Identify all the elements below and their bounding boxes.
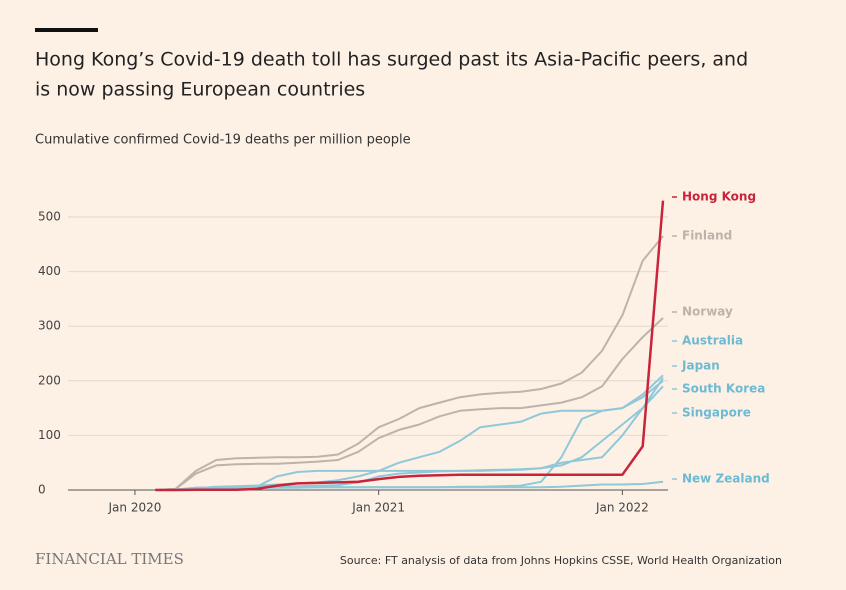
- series-label: South Korea: [682, 382, 765, 396]
- series-label: Japan: [681, 359, 720, 373]
- y-tick-label: 100: [38, 428, 61, 442]
- x-tick-label: Jan 2020: [108, 501, 162, 515]
- source: Source: FT analysis of data from Johns H…: [340, 554, 782, 567]
- series-line: [155, 317, 664, 491]
- series-label: Australia: [682, 334, 743, 348]
- chart-subtitle: Cumulative confirmed Covid-19 deaths per…: [35, 133, 411, 148]
- series-label: Finland: [682, 229, 732, 243]
- series-line: [155, 200, 665, 492]
- series-line: [155, 480, 664, 491]
- y-tick-label: 200: [38, 373, 61, 387]
- series-label: Norway: [682, 305, 733, 319]
- chart-title-line2: is now passing European countries: [35, 79, 365, 101]
- series-label: Hong Kong: [682, 190, 756, 204]
- series-label: Singapore: [682, 406, 751, 420]
- y-tick-label: 300: [38, 319, 61, 333]
- chart-title: Hong Kong’s Covid-19 death toll has surg…: [35, 49, 748, 71]
- y-tick-label: 400: [38, 264, 61, 278]
- series-label: New Zealand: [682, 472, 770, 486]
- y-tick-label: 500: [38, 210, 61, 224]
- x-tick-label: Jan 2022: [595, 501, 649, 515]
- accent-bar: [35, 28, 98, 32]
- y-tick-label: 0: [38, 483, 46, 497]
- brand: FINANCIAL TIMES: [35, 550, 184, 568]
- series-line: [155, 374, 664, 491]
- series-line: [155, 235, 664, 491]
- x-tick-label: Jan 2021: [351, 501, 405, 515]
